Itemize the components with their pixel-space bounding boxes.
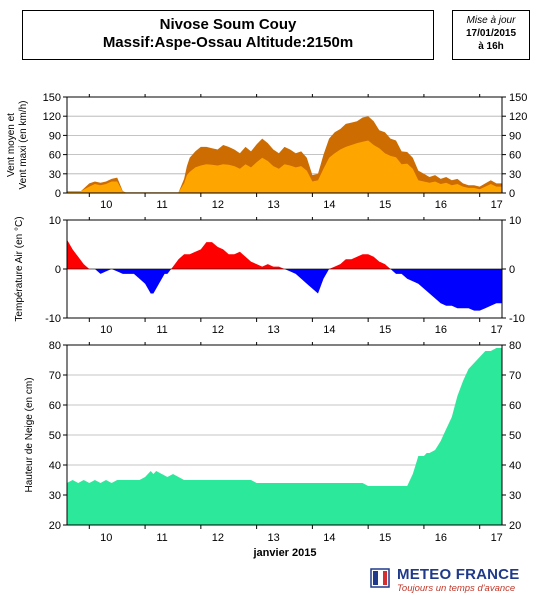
panel1-xtick-label-0: 10 <box>100 199 112 211</box>
wind-mean-area <box>67 140 502 193</box>
panel1-xtick-label-1: 11 <box>156 199 167 211</box>
title-box: Nivose Soum Couy Massif:Aspe-Ossau Altit… <box>22 10 434 60</box>
snow-ylabel: Hauteur de Neige (en cm) <box>24 377 35 492</box>
panel1-ytick-label-left-5: 150 <box>43 92 61 104</box>
panel1-ytick-label-right-1: 30 <box>509 169 521 181</box>
panel1-ytick-label-right-4: 120 <box>509 111 527 123</box>
meteo-france-logo-icon <box>370 568 390 588</box>
panel1-frame <box>66 96 503 194</box>
meteo-france-logo: METEO FRANCE Toujours un temps d'avance <box>370 565 538 595</box>
update-time: à 16h <box>478 41 504 52</box>
panel3-xtick-label-3: 13 <box>267 532 279 544</box>
logo-tagline: Toujours un temps d'avance <box>397 583 516 594</box>
panel2-ytick-label-right-1: 0 <box>509 264 515 276</box>
panel1-ytick-label-left-2: 60 <box>49 150 61 162</box>
panel2-xtick-label-0: 10 <box>100 324 112 336</box>
panel2-ytick-label-right-2: 10 <box>509 215 521 227</box>
panel1-xtick-label-3: 13 <box>267 199 279 211</box>
panel3-ytick-label-right-4: 60 <box>509 400 521 412</box>
panel2-ytick-label-left-1: 0 <box>55 264 61 276</box>
panel2-xtick-label-2: 12 <box>212 324 224 336</box>
snow-depth-area <box>67 348 502 525</box>
panel3-ytick-label-left-0: 20 <box>49 520 61 532</box>
panel1-ytick-label-right-3: 90 <box>509 130 521 142</box>
panel3-xtick-label-1: 11 <box>156 532 167 544</box>
panel3-xtick-label-2: 12 <box>212 532 224 544</box>
snow-xlabel: janvier 2015 <box>253 547 317 559</box>
panel2-ytick-label-left-0: -10 <box>45 313 61 325</box>
panel3-ytick-label-left-3: 50 <box>49 430 61 442</box>
panel1-ytick-label-left-0: 0 <box>55 188 61 200</box>
panel2-xtick-label-3: 13 <box>267 324 279 336</box>
panel1-ytick-label-right-2: 60 <box>509 150 521 162</box>
wind-ylabel-line1: Vent moyen et <box>6 113 17 177</box>
panel3-ytick-label-left-2: 40 <box>49 460 61 472</box>
panel1-xtick-label-7: 17 <box>491 199 503 211</box>
panel3-ytick-label-left-4: 60 <box>49 400 61 412</box>
panel2-xtick-label-4: 14 <box>323 324 335 336</box>
panel3-ytick-label-right-3: 50 <box>509 430 521 442</box>
panel3-ytick-label-right-6: 80 <box>509 340 521 352</box>
panel3-xtick-label-0: 10 <box>100 532 112 544</box>
panel1-ytick-label-right-5: 150 <box>509 92 527 104</box>
update-date: 17/01/2015 <box>465 28 517 39</box>
panel1-xtick-label-6: 16 <box>435 199 447 211</box>
panel3-xtick-label-4: 14 <box>323 532 335 544</box>
temperature-ylabel: Température Air (en °C) <box>14 216 25 321</box>
panel3-ytick-label-right-2: 40 <box>509 460 521 472</box>
panel3-xtick-label-7: 17 <box>491 532 503 544</box>
update-box: Mise à jour 17/01/2015 à 16h <box>452 10 530 60</box>
panel3-ytick-label-left-6: 80 <box>49 340 61 352</box>
station-title: Nivose Soum Couy <box>159 16 297 33</box>
panel1-ytick-label-left-4: 120 <box>43 111 61 123</box>
panel1-ytick-label-right-0: 0 <box>509 188 515 200</box>
panel1-ytick-label-left-1: 30 <box>49 169 61 181</box>
logo-name: METEO FRANCE <box>397 566 520 583</box>
panel3-ytick-label-right-5: 70 <box>509 370 521 382</box>
panel2-xtick-label-7: 17 <box>491 324 503 336</box>
panel3-xtick-label-6: 16 <box>435 532 447 544</box>
panel2-xtick-label-6: 16 <box>435 324 447 336</box>
panel1-ytick-label-left-3: 90 <box>49 130 61 142</box>
panel3-ytick-label-right-0: 20 <box>509 520 521 532</box>
panel3-xtick-label-5: 15 <box>379 532 391 544</box>
panel1-xtick-label-4: 14 <box>323 199 335 211</box>
panel2-xtick-label-1: 11 <box>156 324 167 336</box>
panel3-ytick-label-left-5: 70 <box>49 370 61 382</box>
panel1-xtick-label-5: 15 <box>379 199 391 211</box>
station-subtitle: Massif:Aspe-Ossau Altitude:2150m <box>102 34 354 51</box>
panel3-ytick-label-left-1: 30 <box>49 490 61 502</box>
panel1-xtick-label-2: 12 <box>212 199 224 211</box>
panel2-ytick-label-right-0: -10 <box>509 313 525 325</box>
wind-ylabel-line2: Vent maxi (en km/h) <box>18 101 29 190</box>
panel2-xtick-label-5: 15 <box>379 324 391 336</box>
temperature-negative-area <box>67 269 502 311</box>
update-label: Mise à jour <box>466 15 516 26</box>
panel3-ytick-label-right-1: 30 <box>509 490 521 502</box>
panel2-ytick-label-left-2: 10 <box>49 215 61 227</box>
